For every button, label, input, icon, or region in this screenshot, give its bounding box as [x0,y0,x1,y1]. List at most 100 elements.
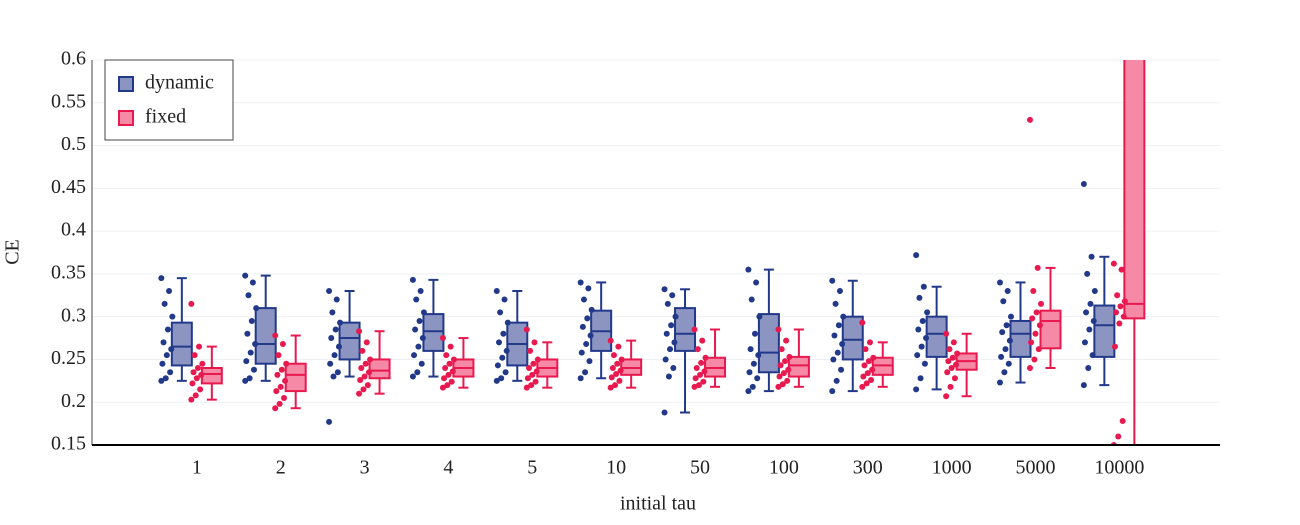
point [578,349,585,356]
point [1037,300,1044,307]
x-tick-label: 300 [853,457,883,479]
x-tick-label: 1000 [932,457,972,479]
point [945,358,952,365]
point [1115,433,1122,440]
point [416,317,423,324]
legend-label: fixed [145,106,186,128]
box [338,321,361,361]
point [671,339,678,346]
point [449,368,456,375]
point [365,369,372,376]
point [1110,260,1117,267]
point [699,337,706,344]
point [330,373,337,380]
point [1113,309,1120,316]
point [692,375,699,382]
point [614,360,621,367]
point [244,330,251,337]
point [996,279,1003,286]
point [1111,343,1118,350]
point [272,332,279,339]
y-tick-label: 0.55 [51,90,86,112]
point [529,371,536,378]
point [277,383,284,390]
point [493,288,500,294]
point [998,353,1005,360]
point [501,296,508,303]
point [160,339,167,346]
point [754,375,761,382]
point [409,276,416,283]
point [1007,313,1014,320]
point [332,326,339,333]
box [170,321,193,367]
point [497,309,504,316]
point [166,288,173,294]
point [531,339,538,346]
point [869,366,876,373]
point [917,375,924,382]
point [1090,317,1097,324]
point [250,366,257,373]
y-tick-label: 0.3 [61,304,86,326]
point [588,306,595,313]
point [442,365,449,371]
point [587,332,594,339]
point [282,377,289,384]
point [866,339,873,346]
point [919,317,926,324]
point [418,360,425,367]
point [947,383,954,390]
point [198,371,205,378]
point [441,375,448,382]
point [700,378,707,385]
point [334,369,341,376]
point [665,373,672,380]
point [1026,365,1033,371]
point [586,358,593,365]
x-axis-label: initial tau [620,493,696,515]
point [359,347,366,354]
point [918,343,925,350]
point [1031,356,1038,363]
point [194,365,201,371]
point [409,373,416,380]
point [1087,300,1094,307]
point [954,350,961,357]
point [747,346,754,353]
point [862,346,869,353]
point [249,279,256,286]
point [755,352,762,359]
point [1118,266,1125,273]
point [750,360,757,367]
box [422,313,445,352]
point [868,376,875,383]
point [360,386,367,393]
box [1123,60,1146,320]
x-tick-label: 5 [527,457,537,479]
point [833,377,840,384]
point [280,394,287,401]
point [662,356,669,363]
point [832,300,839,307]
point [530,360,537,367]
point [921,360,928,367]
point [326,288,333,294]
point [503,347,510,354]
point [272,405,279,412]
point [1036,322,1043,329]
point [745,266,752,273]
point [335,343,342,350]
point [169,313,176,320]
point [252,341,259,348]
point [779,381,786,388]
point [326,418,333,425]
point [504,319,511,326]
point [830,356,837,363]
point [1119,418,1126,425]
point [364,382,371,389]
point [1004,288,1011,294]
point [439,384,446,391]
point [1081,339,1088,346]
point [861,362,868,369]
